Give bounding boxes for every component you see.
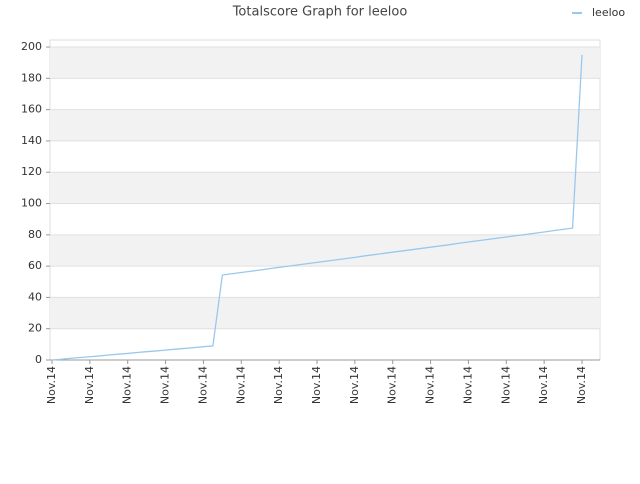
x-tick-label: Nov.14 [461, 366, 474, 404]
grid-band [50, 47, 600, 79]
y-tick-label: 200 [21, 40, 42, 53]
legend-label: leeloo [592, 6, 625, 19]
x-tick-label: Nov.14 [575, 366, 588, 404]
y-tick-label: 100 [21, 197, 42, 210]
x-tick-label: Nov.14 [45, 366, 58, 404]
y-tick-label: 60 [28, 259, 42, 272]
y-tick-label: 140 [21, 134, 42, 147]
x-tick-label: Nov.14 [121, 366, 134, 404]
y-tick-label: 20 [28, 322, 42, 335]
x-tick-label: Nov.14 [159, 366, 172, 404]
x-tick-label: Nov.14 [83, 366, 96, 404]
x-tick-label: Nov.14 [537, 366, 550, 404]
x-tick-label: Nov.14 [348, 366, 361, 404]
grid-band [50, 172, 600, 204]
y-tick-label: 40 [28, 290, 42, 303]
line-series [51, 54, 583, 361]
x-tick-label: Nov.14 [424, 366, 437, 404]
x-tick-label: Nov.14 [386, 366, 399, 404]
y-tick-label: 120 [21, 165, 42, 178]
y-tick-label: 0 [35, 353, 42, 366]
x-tick-label: Nov.14 [499, 366, 512, 404]
grid-band [50, 109, 600, 141]
y-tick-label: 80 [28, 228, 42, 241]
x-tick-label: Nov.14 [272, 366, 285, 404]
grid-band [50, 297, 600, 329]
y-tick-label: 160 [21, 103, 42, 116]
x-tick-label: Nov.14 [196, 366, 209, 404]
y-tick-label: 180 [21, 71, 42, 84]
x-tick-label: Nov.14 [234, 366, 247, 404]
chart-title: Totalscore Graph for leeloo [232, 5, 408, 20]
x-tick-label: Nov.14 [310, 366, 323, 404]
